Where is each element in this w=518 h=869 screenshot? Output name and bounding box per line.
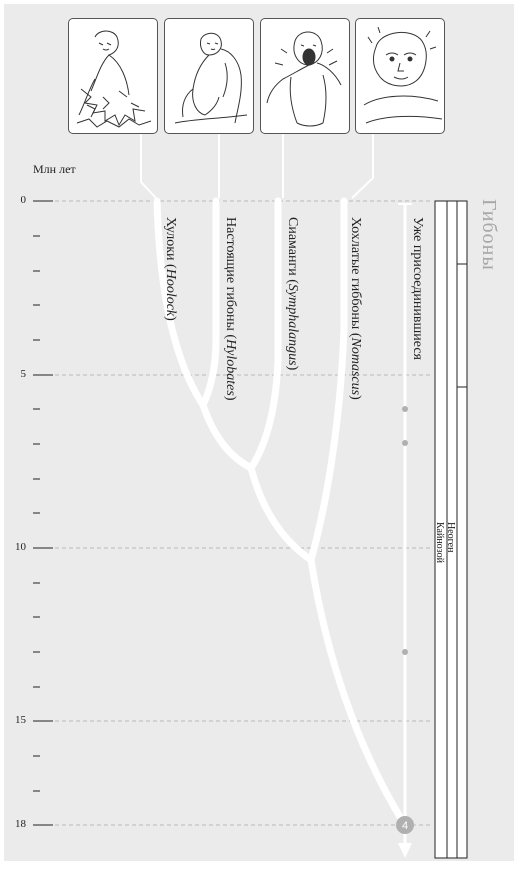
rendezvous-dot xyxy=(402,406,408,412)
taxon-latin: Hylobates xyxy=(223,339,238,396)
tick-label-10: 10 xyxy=(15,541,26,553)
rendezvous-dot xyxy=(402,440,408,446)
branch-hoolock xyxy=(153,197,207,409)
card-connector xyxy=(351,134,374,199)
taxon-latin: Hoolock xyxy=(163,268,178,317)
branch-hylobates xyxy=(199,197,220,409)
taxon-latin: Nomascus xyxy=(348,337,363,396)
tick-label-0: 0 xyxy=(20,194,27,206)
tick-label-18: 18 xyxy=(15,818,26,830)
taxon-label-hylobates: Настоящие гибоны (Hylobates) xyxy=(223,217,238,401)
hylobates-illustration xyxy=(164,18,254,134)
rendezvous-label: Уже присоединившиеся xyxy=(410,217,425,360)
group-title: Гибоны xyxy=(478,199,500,271)
era-column-epoch xyxy=(456,200,468,859)
taxon-label-nomascus: Хохлатые гиббоны (Nomascus) xyxy=(348,217,363,400)
diagram-panel xyxy=(4,4,514,861)
taxon-latin: Symphalangus xyxy=(285,283,300,366)
taxon-label-symphalangus: Сиаманги (Symphalangus) xyxy=(285,217,300,371)
era-label-cenozoic: Кайнозой xyxy=(434,522,445,563)
branch-root xyxy=(307,556,409,829)
branch-symphalangus xyxy=(247,197,282,472)
axis-units-label: Млн лет xyxy=(33,162,76,176)
taxon-name: Сиаманги xyxy=(285,217,300,276)
nomascus-illustration xyxy=(355,18,445,134)
taxon-name: Настоящие гибоны xyxy=(223,217,238,331)
symphalangus-illustration xyxy=(260,18,350,134)
tick-label-5: 5 xyxy=(20,368,27,380)
card-connector xyxy=(140,134,157,199)
tick-label-15: 15 xyxy=(15,714,26,726)
branch-ancestor-2 xyxy=(247,464,315,564)
rendezvous-dot xyxy=(402,649,408,655)
branch-nomascus xyxy=(307,197,348,564)
taxon-label-hoolock: Хулоки (Hoolock) xyxy=(163,217,178,321)
hoolock-illustration xyxy=(68,18,158,134)
rendezvous-number: 4 xyxy=(402,820,408,832)
taxon-name: Хохлатые гиббоны xyxy=(348,217,363,330)
taxon-name: Хулоки xyxy=(163,217,178,261)
era-label-neogene: Неоген xyxy=(445,522,456,553)
arrow-down-icon xyxy=(398,843,412,858)
rendezvous-node xyxy=(396,816,414,834)
branch-ancestor-1 xyxy=(199,401,255,472)
